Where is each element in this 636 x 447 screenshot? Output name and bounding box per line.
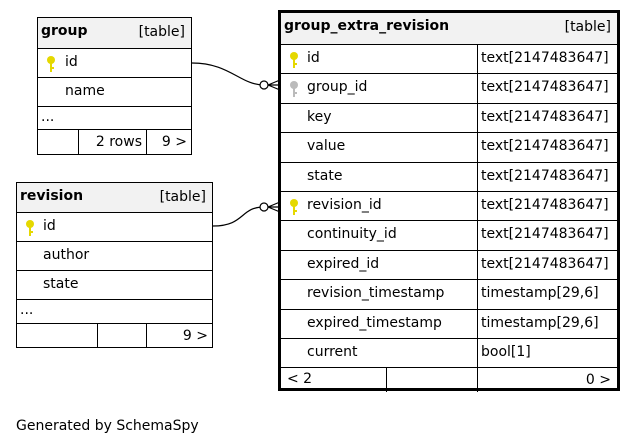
link-end-circle bbox=[259, 202, 269, 212]
column-type-cell: text[2147483647] bbox=[477, 221, 617, 250]
column-row[interactable]: expired_id text[2147483647] bbox=[281, 249, 617, 280]
column-row[interactable]: revision_id text[2147483647] bbox=[281, 190, 617, 221]
column-type: text[2147483647] bbox=[481, 79, 609, 96]
column-name: expired_id bbox=[307, 255, 380, 272]
column-type: timestamp[29,6] bbox=[481, 285, 599, 302]
column-type-cell: timestamp[29,6] bbox=[477, 280, 617, 309]
column-row[interactable]: name bbox=[38, 77, 191, 106]
column-type: text[2147483647] bbox=[481, 226, 609, 243]
row-count: 2 rows bbox=[95, 134, 142, 150]
table-footer: 2 rows 9 > bbox=[38, 129, 191, 154]
column-name: name bbox=[65, 83, 105, 99]
column-type-cell: text[2147483647] bbox=[477, 74, 617, 103]
column-type-cell: bool[1] bbox=[477, 338, 617, 368]
table-type: [table] bbox=[564, 19, 611, 35]
table-footer: < 2 0 > bbox=[281, 367, 617, 393]
link-revision-to-group-extra-revision bbox=[212, 206, 265, 227]
row-count-cell: 2 rows bbox=[78, 130, 146, 154]
column-type-cell: text[2147483647] bbox=[477, 133, 617, 162]
column-name: state bbox=[43, 276, 79, 292]
column-type: text[2147483647] bbox=[481, 167, 609, 184]
table-name: revision bbox=[20, 188, 84, 204]
children-count: 0 > bbox=[585, 372, 611, 389]
column-type: bool[1] bbox=[481, 343, 531, 360]
table-name: group bbox=[41, 23, 88, 39]
column-type: text[2147483647] bbox=[481, 50, 609, 66]
column-name: state bbox=[307, 167, 343, 184]
column-name: value bbox=[307, 138, 346, 155]
children-count: 9 > bbox=[182, 328, 208, 344]
column-row[interactable]: group_id text[2147483647] bbox=[281, 73, 617, 103]
row-count-cell bbox=[97, 324, 146, 347]
column-type-cell: text[2147483647] bbox=[477, 45, 617, 74]
column-row[interactable]: id text[2147483647] bbox=[281, 44, 617, 74]
column-row[interactable]: key text[2147483647] bbox=[281, 102, 617, 133]
primary-key-icon bbox=[290, 52, 298, 68]
link-group-to-group-extra-revision bbox=[191, 62, 265, 86]
primary-key-icon bbox=[26, 220, 34, 236]
table-header: group_extra_revision [table] bbox=[281, 13, 617, 44]
column-type: text[2147483647] bbox=[481, 196, 609, 213]
column-type: text[2147483647] bbox=[481, 138, 609, 155]
column-name: revision_id bbox=[307, 196, 382, 213]
column-row[interactable]: id bbox=[17, 212, 212, 241]
column-name: expired_timestamp bbox=[307, 314, 442, 331]
table-name: group_extra_revision bbox=[284, 18, 450, 34]
children-count-cell[interactable]: 9 > bbox=[146, 324, 212, 347]
table-revision[interactable]: revision [table] id author state ... 9 > bbox=[16, 182, 213, 348]
column-row[interactable]: expired_timestamp timestamp[29,6] bbox=[281, 308, 617, 338]
column-name: continuity_id bbox=[307, 226, 397, 243]
children-count-cell[interactable]: 9 > bbox=[146, 130, 191, 154]
column-name: current bbox=[307, 343, 358, 360]
column-name: id bbox=[43, 218, 56, 234]
ellipsis: ... bbox=[20, 302, 34, 318]
column-name: revision_timestamp bbox=[307, 285, 445, 302]
ellipsis: ... bbox=[41, 109, 55, 125]
column-name: key bbox=[307, 108, 332, 125]
column-row[interactable]: state bbox=[17, 270, 212, 299]
table-footer: 9 > bbox=[17, 323, 212, 347]
column-name: group_id bbox=[307, 79, 368, 96]
column-row[interactable]: revision_timestamp timestamp[29,6] bbox=[281, 279, 617, 309]
column-name: id bbox=[65, 54, 78, 70]
column-row[interactable]: state text[2147483647] bbox=[281, 161, 617, 191]
table-header: group [table] bbox=[38, 18, 191, 48]
table-type: [table] bbox=[138, 24, 185, 40]
generator-credit: Generated by SchemaSpy bbox=[16, 418, 199, 434]
column-type: text[2147483647] bbox=[481, 255, 609, 272]
table-group[interactable]: group [table] id name ... 2 rows 9 > bbox=[37, 17, 192, 155]
column-row[interactable]: continuity_id text[2147483647] bbox=[281, 220, 617, 250]
children-count-cell[interactable]: 0 > bbox=[477, 368, 617, 393]
column-row[interactable]: value text[2147483647] bbox=[281, 132, 617, 162]
parents-count[interactable]: < 2 bbox=[287, 371, 313, 388]
ellipsis-row: ... bbox=[17, 299, 212, 323]
column-name: author bbox=[43, 247, 90, 263]
column-type: text[2147483647] bbox=[481, 108, 609, 125]
column-type-cell: text[2147483647] bbox=[477, 250, 617, 280]
link-end-circle bbox=[259, 80, 269, 90]
row-count-cell bbox=[386, 368, 477, 393]
ellipsis-row: ... bbox=[38, 106, 191, 129]
column-row[interactable]: author bbox=[17, 241, 212, 270]
column-type-cell: text[2147483647] bbox=[477, 162, 617, 191]
table-header: revision [table] bbox=[17, 183, 212, 212]
table-group-extra-revision[interactable]: group_extra_revision [table] id text[2147… bbox=[278, 10, 620, 393]
column-row[interactable]: current bool[1] bbox=[281, 337, 617, 368]
column-name: id bbox=[307, 50, 320, 66]
column-type: timestamp[29,6] bbox=[481, 314, 599, 331]
primary-key-icon bbox=[290, 198, 298, 215]
table-type: [table] bbox=[159, 189, 206, 205]
primary-key-icon bbox=[47, 56, 55, 72]
column-type-cell: text[2147483647] bbox=[477, 103, 617, 133]
column-type-cell: timestamp[29,6] bbox=[477, 309, 617, 338]
column-type-cell: text[2147483647] bbox=[477, 191, 617, 221]
children-count: 9 > bbox=[161, 134, 187, 150]
column-row[interactable]: id bbox=[38, 48, 191, 77]
foreign-key-icon bbox=[290, 81, 298, 98]
